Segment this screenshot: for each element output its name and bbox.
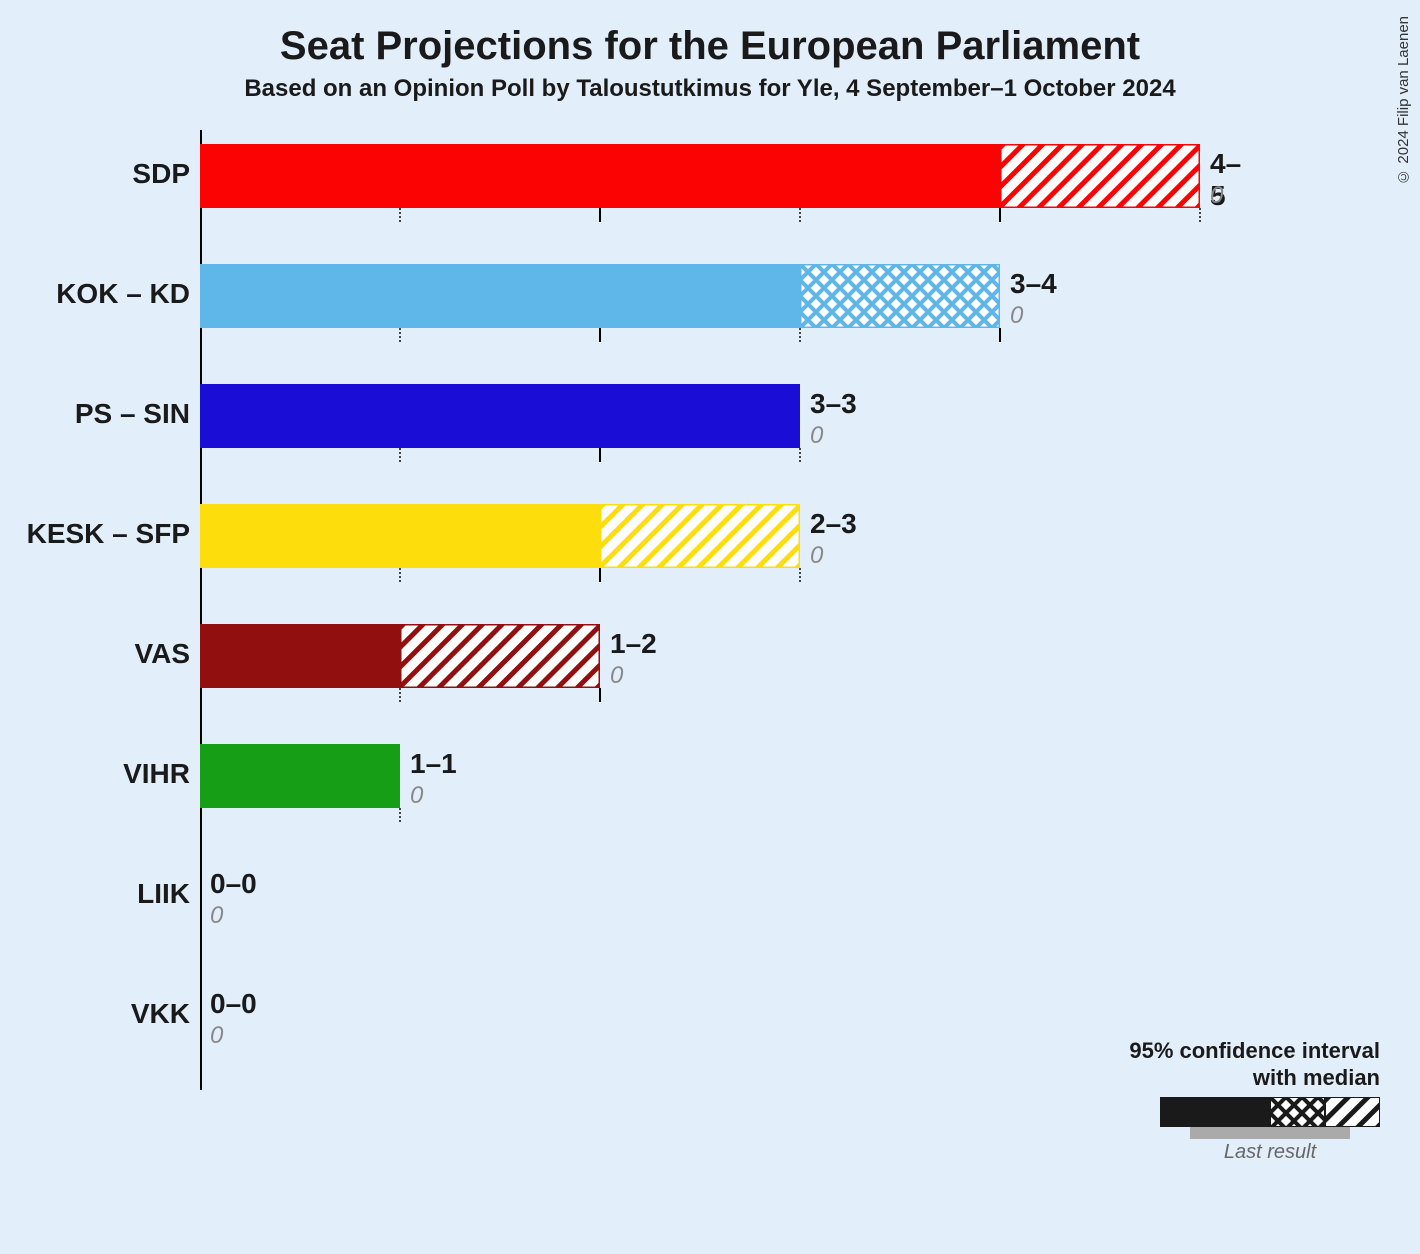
value-label: 2–3 [810, 508, 857, 540]
tick-dash [399, 328, 401, 342]
party-row: KESK – SFP2–30 [200, 490, 1200, 610]
prev-label: 0 [610, 662, 623, 690]
prev-label: 0 [810, 542, 823, 570]
tick-dash [999, 208, 1001, 222]
tick-dash [1199, 208, 1201, 222]
value-label: 1–1 [410, 748, 457, 780]
legend-bars: Last result [1129, 1097, 1380, 1164]
bar-hatch [600, 504, 800, 568]
party-row: VIHR1–10 [200, 730, 1200, 850]
party-row: KOK – KD3–40 [200, 250, 1200, 370]
party-row: PS – SIN3–30 [200, 370, 1200, 490]
party-label: KESK – SFP [0, 518, 190, 550]
chart-area: SDP4–50KOK – KD3–40PS – SIN3–30KESK – SF… [200, 130, 1200, 1130]
bar-hatch [1000, 144, 1200, 208]
tick-dash [399, 808, 401, 822]
bar-solid [200, 264, 800, 328]
party-row: LIIK0–00 [200, 850, 1200, 970]
copyright-text: © 2024 Filip van Laenen [1395, 16, 1412, 185]
legend-title-l2: with median [1253, 1065, 1380, 1090]
legend-cross-swatch [1270, 1097, 1325, 1127]
legend-title-l1: 95% confidence interval [1129, 1038, 1380, 1063]
tick-dash [799, 328, 801, 342]
party-row: SDP4–50 [200, 130, 1200, 250]
prev-label: 0 [1010, 302, 1023, 330]
value-label: 3–4 [1010, 268, 1057, 300]
chart-title: Seat Projections for the European Parlia… [0, 0, 1420, 69]
value-label: 3–3 [810, 388, 857, 420]
legend-prev-swatch [1190, 1127, 1350, 1139]
tick-dash [399, 448, 401, 462]
party-row: VKK0–00 [200, 970, 1200, 1090]
tick-dash [399, 568, 401, 582]
bar-hatch [400, 624, 600, 688]
legend: 95% confidence interval with median Last… [1129, 1038, 1380, 1164]
tick-dash [799, 448, 801, 462]
bar-solid [200, 624, 400, 688]
tick-dash [399, 688, 401, 702]
legend-prev-label: Last result [1224, 1141, 1316, 1164]
tick-dash [599, 448, 601, 462]
tick-dash [799, 568, 801, 582]
tick-dash [599, 208, 601, 222]
bar-solid [200, 144, 1000, 208]
prev-label: 0 [210, 902, 223, 930]
tick-dash [799, 208, 801, 222]
tick-dash [399, 208, 401, 222]
party-label: KOK – KD [0, 278, 190, 310]
value-label: 0–0 [210, 988, 257, 1020]
tick-dash [599, 568, 601, 582]
prev-label: 0 [410, 782, 423, 810]
tick-dash [599, 688, 601, 702]
bar-solid [200, 384, 800, 448]
bar-hatch [800, 264, 1000, 328]
party-label: SDP [0, 158, 190, 190]
tick-dash [599, 328, 601, 342]
tick-dash [999, 328, 1001, 342]
party-label: VKK [0, 998, 190, 1030]
bar-solid [200, 744, 400, 808]
prev-label: 0 [1210, 182, 1223, 210]
legend-title: 95% confidence interval with median [1129, 1038, 1380, 1091]
party-label: LIIK [0, 878, 190, 910]
value-label: 1–2 [610, 628, 657, 660]
party-label: PS – SIN [0, 398, 190, 430]
legend-solid-swatch [1160, 1097, 1270, 1127]
party-row: VAS1–20 [200, 610, 1200, 730]
party-label: VAS [0, 638, 190, 670]
party-label: VIHR [0, 758, 190, 790]
bar-solid [200, 504, 600, 568]
prev-label: 0 [810, 422, 823, 450]
legend-diag-swatch [1325, 1097, 1380, 1127]
chart-subtitle: Based on an Opinion Poll by Taloustutkim… [0, 69, 1420, 123]
prev-label: 0 [210, 1022, 223, 1050]
value-label: 0–0 [210, 868, 257, 900]
